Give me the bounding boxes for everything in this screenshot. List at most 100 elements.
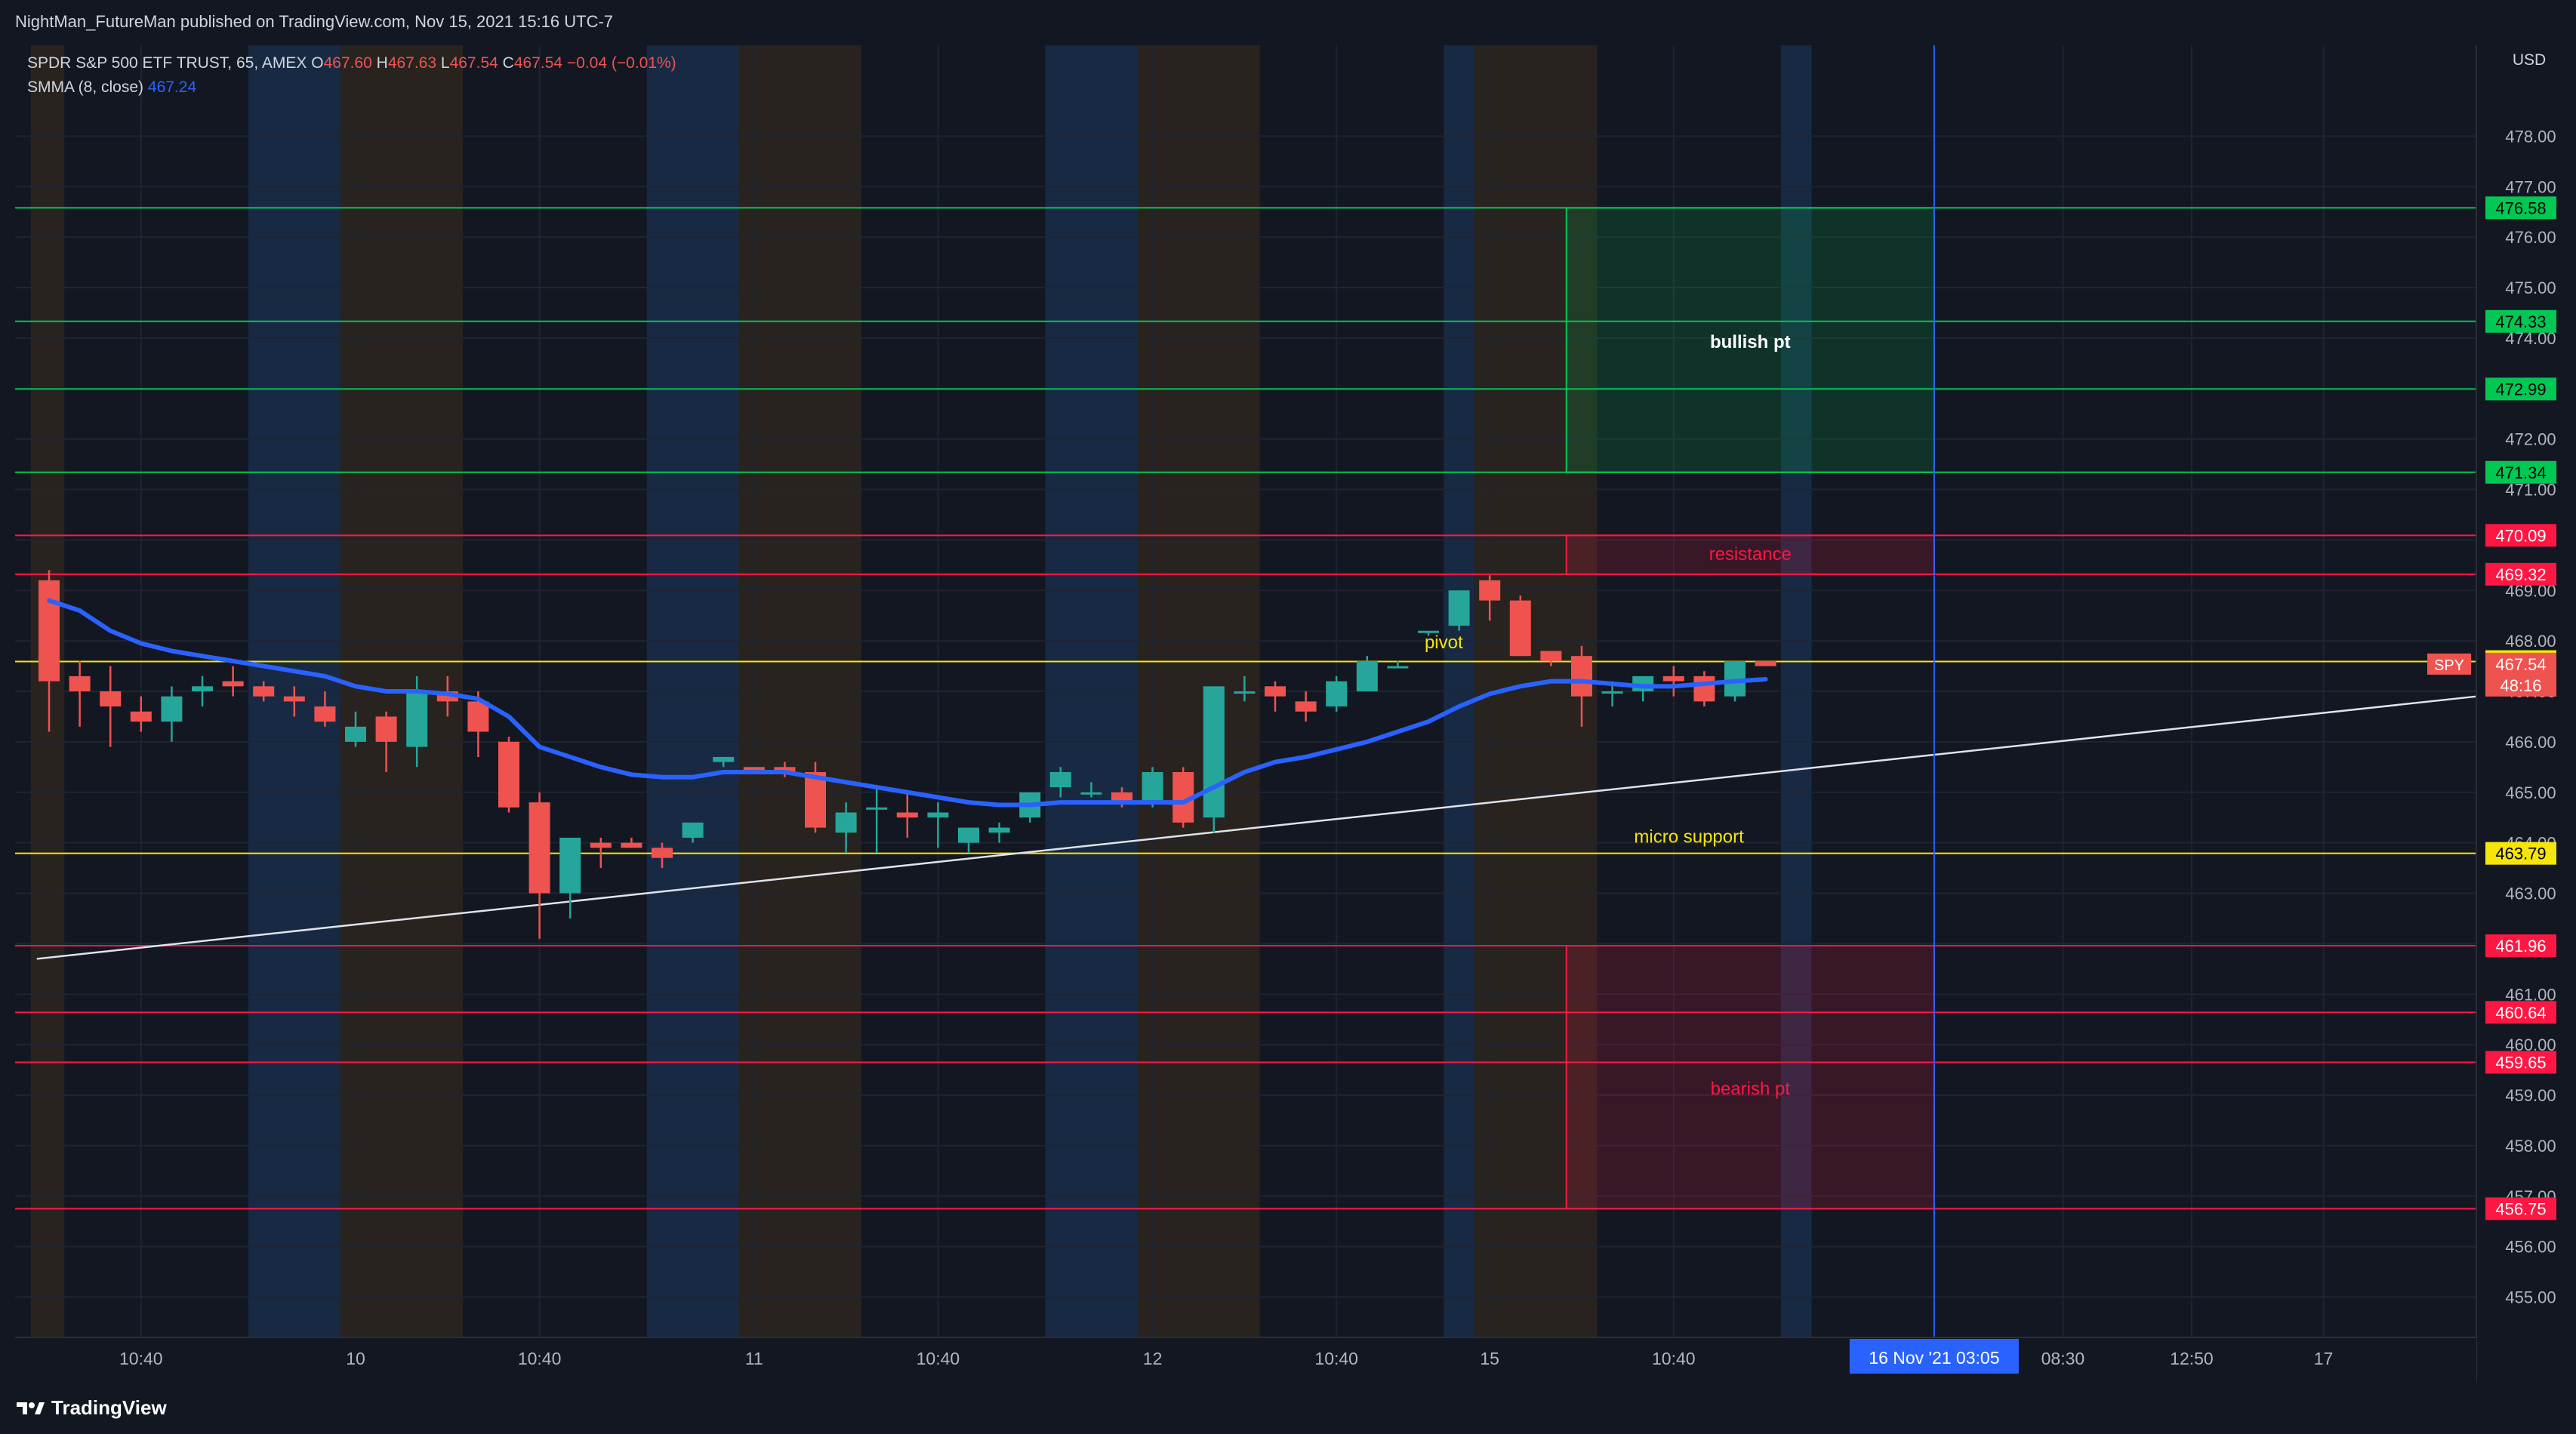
target-zone — [1565, 945, 1935, 1210]
time-tick-label: 10:40 — [917, 1349, 960, 1368]
time-tick-label: 10:40 — [1314, 1349, 1358, 1368]
price-level-tag-label: 459.65 — [2495, 1054, 2546, 1072]
candle-body — [774, 767, 796, 772]
price-level-tag — [2485, 1051, 2556, 1074]
candle-body — [192, 686, 213, 691]
candle-body — [682, 822, 704, 838]
candle-body — [743, 767, 765, 772]
candle-body — [1479, 580, 1501, 601]
indicator-value: 467.24 — [147, 78, 197, 96]
candle-body — [1418, 630, 1439, 633]
candle-body — [958, 827, 979, 843]
candle-body — [1387, 666, 1409, 669]
candle-body — [161, 696, 183, 722]
high-label: H — [376, 54, 388, 72]
time-tick-label: 10:40 — [119, 1349, 163, 1368]
time-tick-label: 12 — [1143, 1349, 1163, 1368]
candle-body — [1662, 675, 1684, 682]
candle-body — [1571, 656, 1592, 697]
publisher-text: NightMan_FutureMan published on TradingV… — [15, 12, 614, 31]
candle-body — [1111, 792, 1132, 803]
publisher-bar: NightMan_FutureMan published on TradingV… — [0, 0, 2576, 45]
candle-body — [1448, 590, 1470, 626]
price-level-tag-label: 461.96 — [2495, 937, 2546, 955]
footer-bar: TradingView — [0, 1383, 2576, 1434]
last-price-tag — [2485, 652, 2556, 697]
time-tick-label: 15 — [1480, 1349, 1499, 1368]
candle-body — [528, 802, 550, 894]
candle-body — [896, 812, 918, 818]
time-tick-label: 10 — [346, 1349, 365, 1368]
close-value: 467.54 — [513, 54, 563, 72]
price-tick-label: 472.00 — [2505, 430, 2556, 449]
candle-body — [283, 696, 305, 702]
tradingview-logo[interactable]: TradingView — [15, 1396, 167, 1420]
price-tick-label: 463.00 — [2505, 885, 2556, 903]
candle-body — [1080, 792, 1102, 795]
symbol-name: SPDR S&P 500 ETF TRUST, 65, AMEX — [27, 54, 307, 72]
time-tick-label: 17 — [2314, 1349, 2334, 1368]
ticker-tag — [2427, 653, 2471, 675]
close-label: C — [502, 54, 514, 72]
candle-body — [69, 675, 91, 691]
chart-annotation: bullish pt — [1710, 332, 1791, 352]
candle-body — [1509, 600, 1531, 657]
current-time-tag-label: 16 Nov '21 03:05 — [1869, 1348, 1999, 1368]
price-chart[interactable]: bullish pt resistance pivot micro support be… — [15, 45, 2561, 1383]
candle-body — [866, 807, 888, 810]
candle-body — [988, 827, 1010, 833]
candle-body — [1203, 686, 1225, 818]
time-tick-label: 12:50 — [2170, 1349, 2214, 1368]
candle-body — [1356, 660, 1378, 691]
price-level-tag-label: 474.33 — [2495, 312, 2546, 331]
candle-body — [406, 691, 428, 747]
price-level-tag-label: 456.75 — [2495, 1199, 2546, 1218]
open-label: O — [311, 54, 324, 72]
price-level-tag — [2485, 1197, 2556, 1220]
candle-body — [1755, 660, 1776, 666]
price-tick-label: 459.00 — [2505, 1086, 2556, 1105]
candle-body — [100, 691, 122, 707]
low-value: 467.54 — [449, 54, 498, 72]
price-tick-label: 478.00 — [2505, 127, 2556, 146]
price-level-tag — [2485, 842, 2556, 865]
currency-label: USD — [2513, 51, 2546, 69]
price-level-tag-label: 460.64 — [2495, 1003, 2546, 1022]
time-tick-label: 11 — [745, 1349, 763, 1368]
time-tick-label: 10:40 — [1652, 1349, 1696, 1368]
candle-body — [1326, 681, 1348, 707]
price-level-tag-label: 463.79 — [2495, 845, 2546, 863]
candle-body — [1049, 772, 1071, 788]
chart-pane[interactable]: bullish pt resistance pivot micro support be… — [15, 45, 2561, 1383]
price-axis — [2476, 45, 2561, 1383]
candle-body — [835, 812, 857, 833]
ticker-tag-label: SPY — [2434, 657, 2464, 674]
price-tick-label: 458.00 — [2505, 1137, 2556, 1156]
tradingview-brand: TradingView — [51, 1396, 167, 1419]
candle-body — [253, 686, 275, 697]
chart-annotation: bearish pt — [1711, 1079, 1791, 1100]
candle-body — [498, 741, 519, 808]
candle-body — [1234, 691, 1256, 694]
price-level-tag — [2485, 1001, 2556, 1024]
price-level-tag-label: 469.32 — [2495, 565, 2546, 584]
ohlc-legend: SPDR S&P 500 ETF TRUST, 65, AMEX O467.60… — [27, 51, 676, 75]
smma-line — [47, 598, 1768, 808]
price-level-tag-label: 476.58 — [2495, 198, 2546, 217]
indicator-legend[interactable]: SMMA (8, close) 467.24 — [27, 75, 196, 100]
time-tick-label: 08:30 — [2041, 1349, 2085, 1368]
price-tick-label: 455.00 — [2505, 1288, 2556, 1307]
indicator-name: SMMA (8, close) — [27, 78, 144, 96]
candle-body — [345, 726, 366, 742]
low-label: L — [440, 54, 450, 72]
time-tick-label: 10:40 — [518, 1349, 562, 1368]
candle-body — [1540, 651, 1562, 661]
price-tick-label: 476.00 — [2505, 228, 2556, 247]
price-level-tag — [2485, 524, 2556, 547]
time-axis — [15, 1337, 2476, 1383]
candle-body — [1295, 701, 1317, 712]
candle-body — [1693, 675, 1715, 702]
candle-body — [375, 716, 397, 742]
price-level-tag — [2485, 460, 2556, 484]
price-level-tag-label: 470.09 — [2495, 526, 2546, 545]
